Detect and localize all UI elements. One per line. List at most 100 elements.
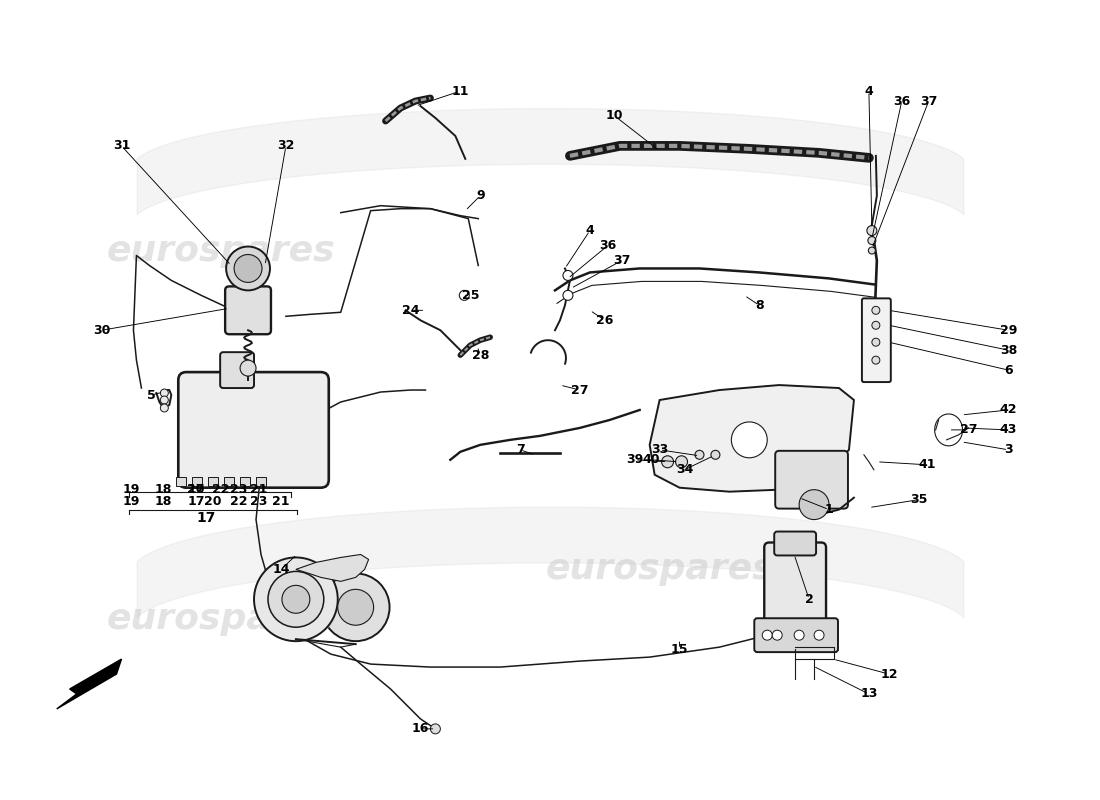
Text: 27: 27: [960, 423, 977, 436]
FancyBboxPatch shape: [755, 618, 838, 652]
Circle shape: [814, 630, 824, 640]
Text: 20: 20: [205, 495, 222, 508]
Text: 43: 43: [1000, 423, 1018, 436]
Text: 18: 18: [155, 483, 172, 496]
Circle shape: [872, 338, 880, 346]
Circle shape: [794, 630, 804, 640]
Text: 25: 25: [462, 289, 478, 302]
Text: 17: 17: [187, 483, 205, 496]
Circle shape: [161, 404, 168, 412]
Text: 18: 18: [155, 495, 172, 508]
Circle shape: [227, 246, 270, 290]
Circle shape: [282, 586, 310, 614]
Circle shape: [868, 247, 876, 254]
FancyBboxPatch shape: [764, 542, 826, 627]
Circle shape: [867, 226, 877, 235]
FancyBboxPatch shape: [220, 352, 254, 388]
Text: 27: 27: [571, 383, 588, 397]
Text: 10: 10: [606, 110, 624, 122]
Bar: [192, 477, 202, 486]
Text: 21: 21: [251, 483, 267, 496]
Text: 4: 4: [585, 224, 594, 237]
Circle shape: [563, 270, 573, 281]
Circle shape: [772, 630, 782, 640]
Text: 1: 1: [825, 503, 834, 516]
Text: 13: 13: [860, 687, 878, 701]
Text: 21: 21: [272, 495, 289, 508]
FancyBboxPatch shape: [862, 298, 891, 382]
Text: 28: 28: [472, 349, 488, 362]
Polygon shape: [296, 554, 369, 582]
Text: eurospares: eurospares: [107, 602, 336, 636]
Text: 17: 17: [187, 495, 205, 508]
Text: 9: 9: [476, 190, 485, 202]
Text: 3: 3: [1004, 443, 1013, 456]
Circle shape: [338, 590, 374, 626]
Text: 14: 14: [272, 563, 289, 576]
Circle shape: [868, 237, 876, 245]
Circle shape: [711, 450, 719, 459]
Circle shape: [732, 422, 767, 458]
Text: 36: 36: [893, 94, 911, 107]
Circle shape: [161, 389, 168, 397]
Circle shape: [240, 360, 256, 376]
Text: 42: 42: [1000, 403, 1018, 417]
Bar: [256, 477, 266, 486]
FancyBboxPatch shape: [774, 531, 816, 555]
Circle shape: [695, 450, 704, 459]
Text: 12: 12: [880, 667, 898, 681]
Text: 30: 30: [92, 324, 110, 337]
Text: 22: 22: [212, 483, 230, 496]
Text: 8: 8: [755, 299, 763, 312]
Text: 33: 33: [651, 443, 668, 456]
Text: 11: 11: [452, 85, 469, 98]
Circle shape: [799, 490, 829, 519]
Text: 16: 16: [411, 722, 429, 735]
Bar: [224, 477, 234, 486]
Text: 38: 38: [1000, 344, 1018, 357]
Circle shape: [161, 396, 168, 404]
Circle shape: [872, 322, 880, 330]
Text: 20: 20: [187, 483, 205, 496]
Circle shape: [872, 356, 880, 364]
Text: 34: 34: [675, 463, 693, 476]
Text: eurospares: eurospares: [107, 234, 336, 267]
Text: 19: 19: [123, 483, 140, 496]
Text: 40: 40: [642, 454, 660, 466]
Text: 35: 35: [910, 493, 927, 506]
Text: eurospares: eurospares: [546, 553, 774, 586]
Text: 41: 41: [917, 458, 935, 471]
Text: 5: 5: [147, 389, 156, 402]
Text: 37: 37: [613, 254, 630, 267]
FancyBboxPatch shape: [776, 451, 848, 509]
Text: 36: 36: [600, 239, 616, 252]
Text: 7: 7: [516, 443, 525, 456]
Polygon shape: [57, 659, 121, 709]
Text: 4: 4: [865, 85, 873, 98]
Circle shape: [430, 724, 440, 734]
Text: 22: 22: [230, 495, 248, 508]
Circle shape: [675, 456, 688, 468]
FancyBboxPatch shape: [226, 286, 271, 334]
Text: 26: 26: [596, 314, 614, 326]
Circle shape: [234, 254, 262, 282]
Circle shape: [460, 290, 470, 300]
Bar: [176, 477, 186, 486]
Circle shape: [661, 456, 673, 468]
Text: 37: 37: [920, 94, 937, 107]
Circle shape: [268, 571, 323, 627]
Text: 29: 29: [1000, 324, 1018, 337]
Circle shape: [322, 574, 389, 641]
Text: 15: 15: [671, 642, 689, 656]
Text: 2: 2: [805, 593, 814, 606]
Bar: [240, 477, 250, 486]
Polygon shape: [650, 385, 854, 492]
Text: 23: 23: [251, 495, 267, 508]
Bar: [208, 477, 218, 486]
Text: 39: 39: [626, 454, 644, 466]
FancyBboxPatch shape: [178, 372, 329, 488]
Circle shape: [762, 630, 772, 640]
Text: 24: 24: [402, 304, 419, 317]
Circle shape: [254, 558, 338, 641]
Circle shape: [872, 306, 880, 314]
